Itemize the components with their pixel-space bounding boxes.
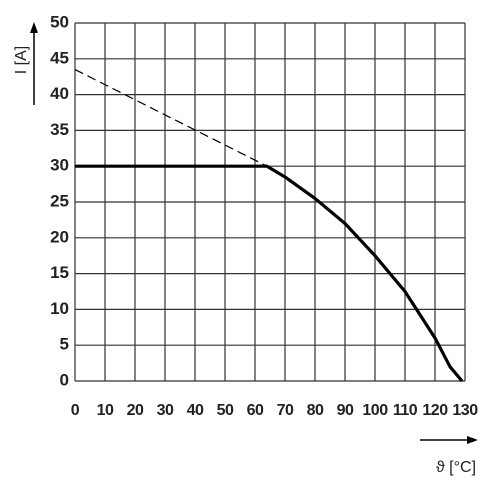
y-tick-label: 25 — [50, 191, 69, 210]
y-tick-label: 45 — [50, 48, 69, 67]
x-tick-label: 130 — [452, 402, 478, 419]
x-tick-label: 60 — [247, 402, 264, 419]
y-arrow-head — [30, 22, 38, 33]
series-line — [75, 164, 464, 383]
y-tick-label: 20 — [50, 227, 69, 246]
x-axis-title: ϑ [°C] — [420, 436, 478, 476]
x-tick-label: 80 — [307, 402, 324, 419]
x-tick-label: 0 — [71, 402, 80, 419]
y-tick-label: 10 — [50, 299, 69, 318]
x-axis-label: ϑ [°C] — [436, 459, 476, 476]
series-line — [74, 69, 268, 167]
x-tick-label: 10 — [97, 402, 114, 419]
y-tick-label: 40 — [50, 84, 69, 103]
x-tick-label: 20 — [127, 402, 144, 419]
y-tick-label: 35 — [50, 120, 69, 139]
x-tick-label: 110 — [393, 402, 418, 419]
x-tick-label: 70 — [277, 402, 294, 419]
x-tick-label: 30 — [157, 402, 174, 419]
y-axis-title: I [A] — [13, 22, 38, 105]
y-axis-label: I [A] — [13, 46, 30, 74]
x-tick-label: 40 — [187, 402, 204, 419]
y-tick-label: 50 — [50, 12, 69, 31]
y-tick-label: 30 — [50, 156, 69, 175]
x-tick-label: 100 — [362, 402, 388, 419]
x-tick-label: 90 — [337, 402, 354, 419]
y-tick-label: 0 — [60, 370, 69, 389]
x-tick-label: 50 — [217, 402, 234, 419]
y-tick-label: 5 — [60, 335, 69, 354]
x-tick-label: 120 — [422, 402, 448, 419]
x-arrow-head — [467, 436, 478, 444]
y-tick-label: 15 — [50, 263, 69, 282]
